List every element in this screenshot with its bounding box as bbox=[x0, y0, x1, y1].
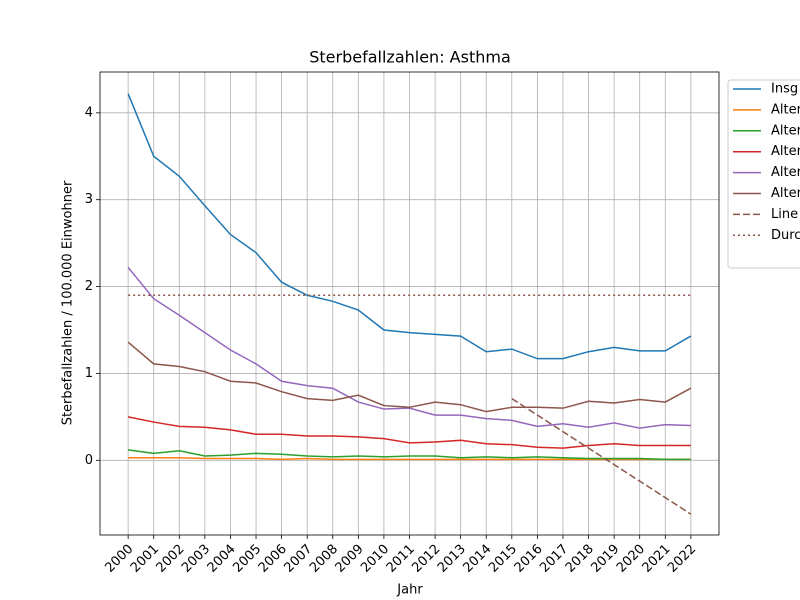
chart-title: Sterbefallzahlen: Asthma bbox=[309, 48, 511, 67]
plot-frame bbox=[99, 71, 720, 536]
y-tick-label: 3 bbox=[85, 192, 93, 207]
y-axis-label: Sterbefallzahlen / 100.000 Einwohner bbox=[61, 180, 76, 425]
data-line bbox=[127, 266, 691, 429]
legend: Insg Alter Alter Alter Alter Alter Line Durc bbox=[727, 79, 800, 269]
legend-label: Alter bbox=[771, 186, 800, 201]
y-tick-label: 0 bbox=[85, 453, 93, 468]
legend-label: Alter bbox=[771, 165, 800, 180]
data-line bbox=[127, 416, 691, 449]
data-line bbox=[511, 397, 692, 515]
y-tick-label: 2 bbox=[85, 279, 93, 294]
data-line bbox=[128, 449, 691, 461]
legend-label: Line bbox=[771, 207, 798, 222]
legend-box bbox=[727, 79, 800, 269]
data-line bbox=[127, 93, 692, 360]
data-line bbox=[127, 341, 692, 413]
y-tick-label: 1 bbox=[85, 366, 93, 381]
x-axis-label: Jahr bbox=[396, 583, 423, 598]
data-line bbox=[128, 456, 691, 461]
legend-label: Durc bbox=[771, 228, 800, 243]
legend-label: Insg bbox=[771, 82, 798, 97]
legend-label: Alter bbox=[771, 123, 800, 138]
legend-label: Alter bbox=[771, 144, 800, 159]
legend-label: Alter bbox=[771, 102, 800, 117]
y-tick-label: 4 bbox=[85, 105, 93, 120]
